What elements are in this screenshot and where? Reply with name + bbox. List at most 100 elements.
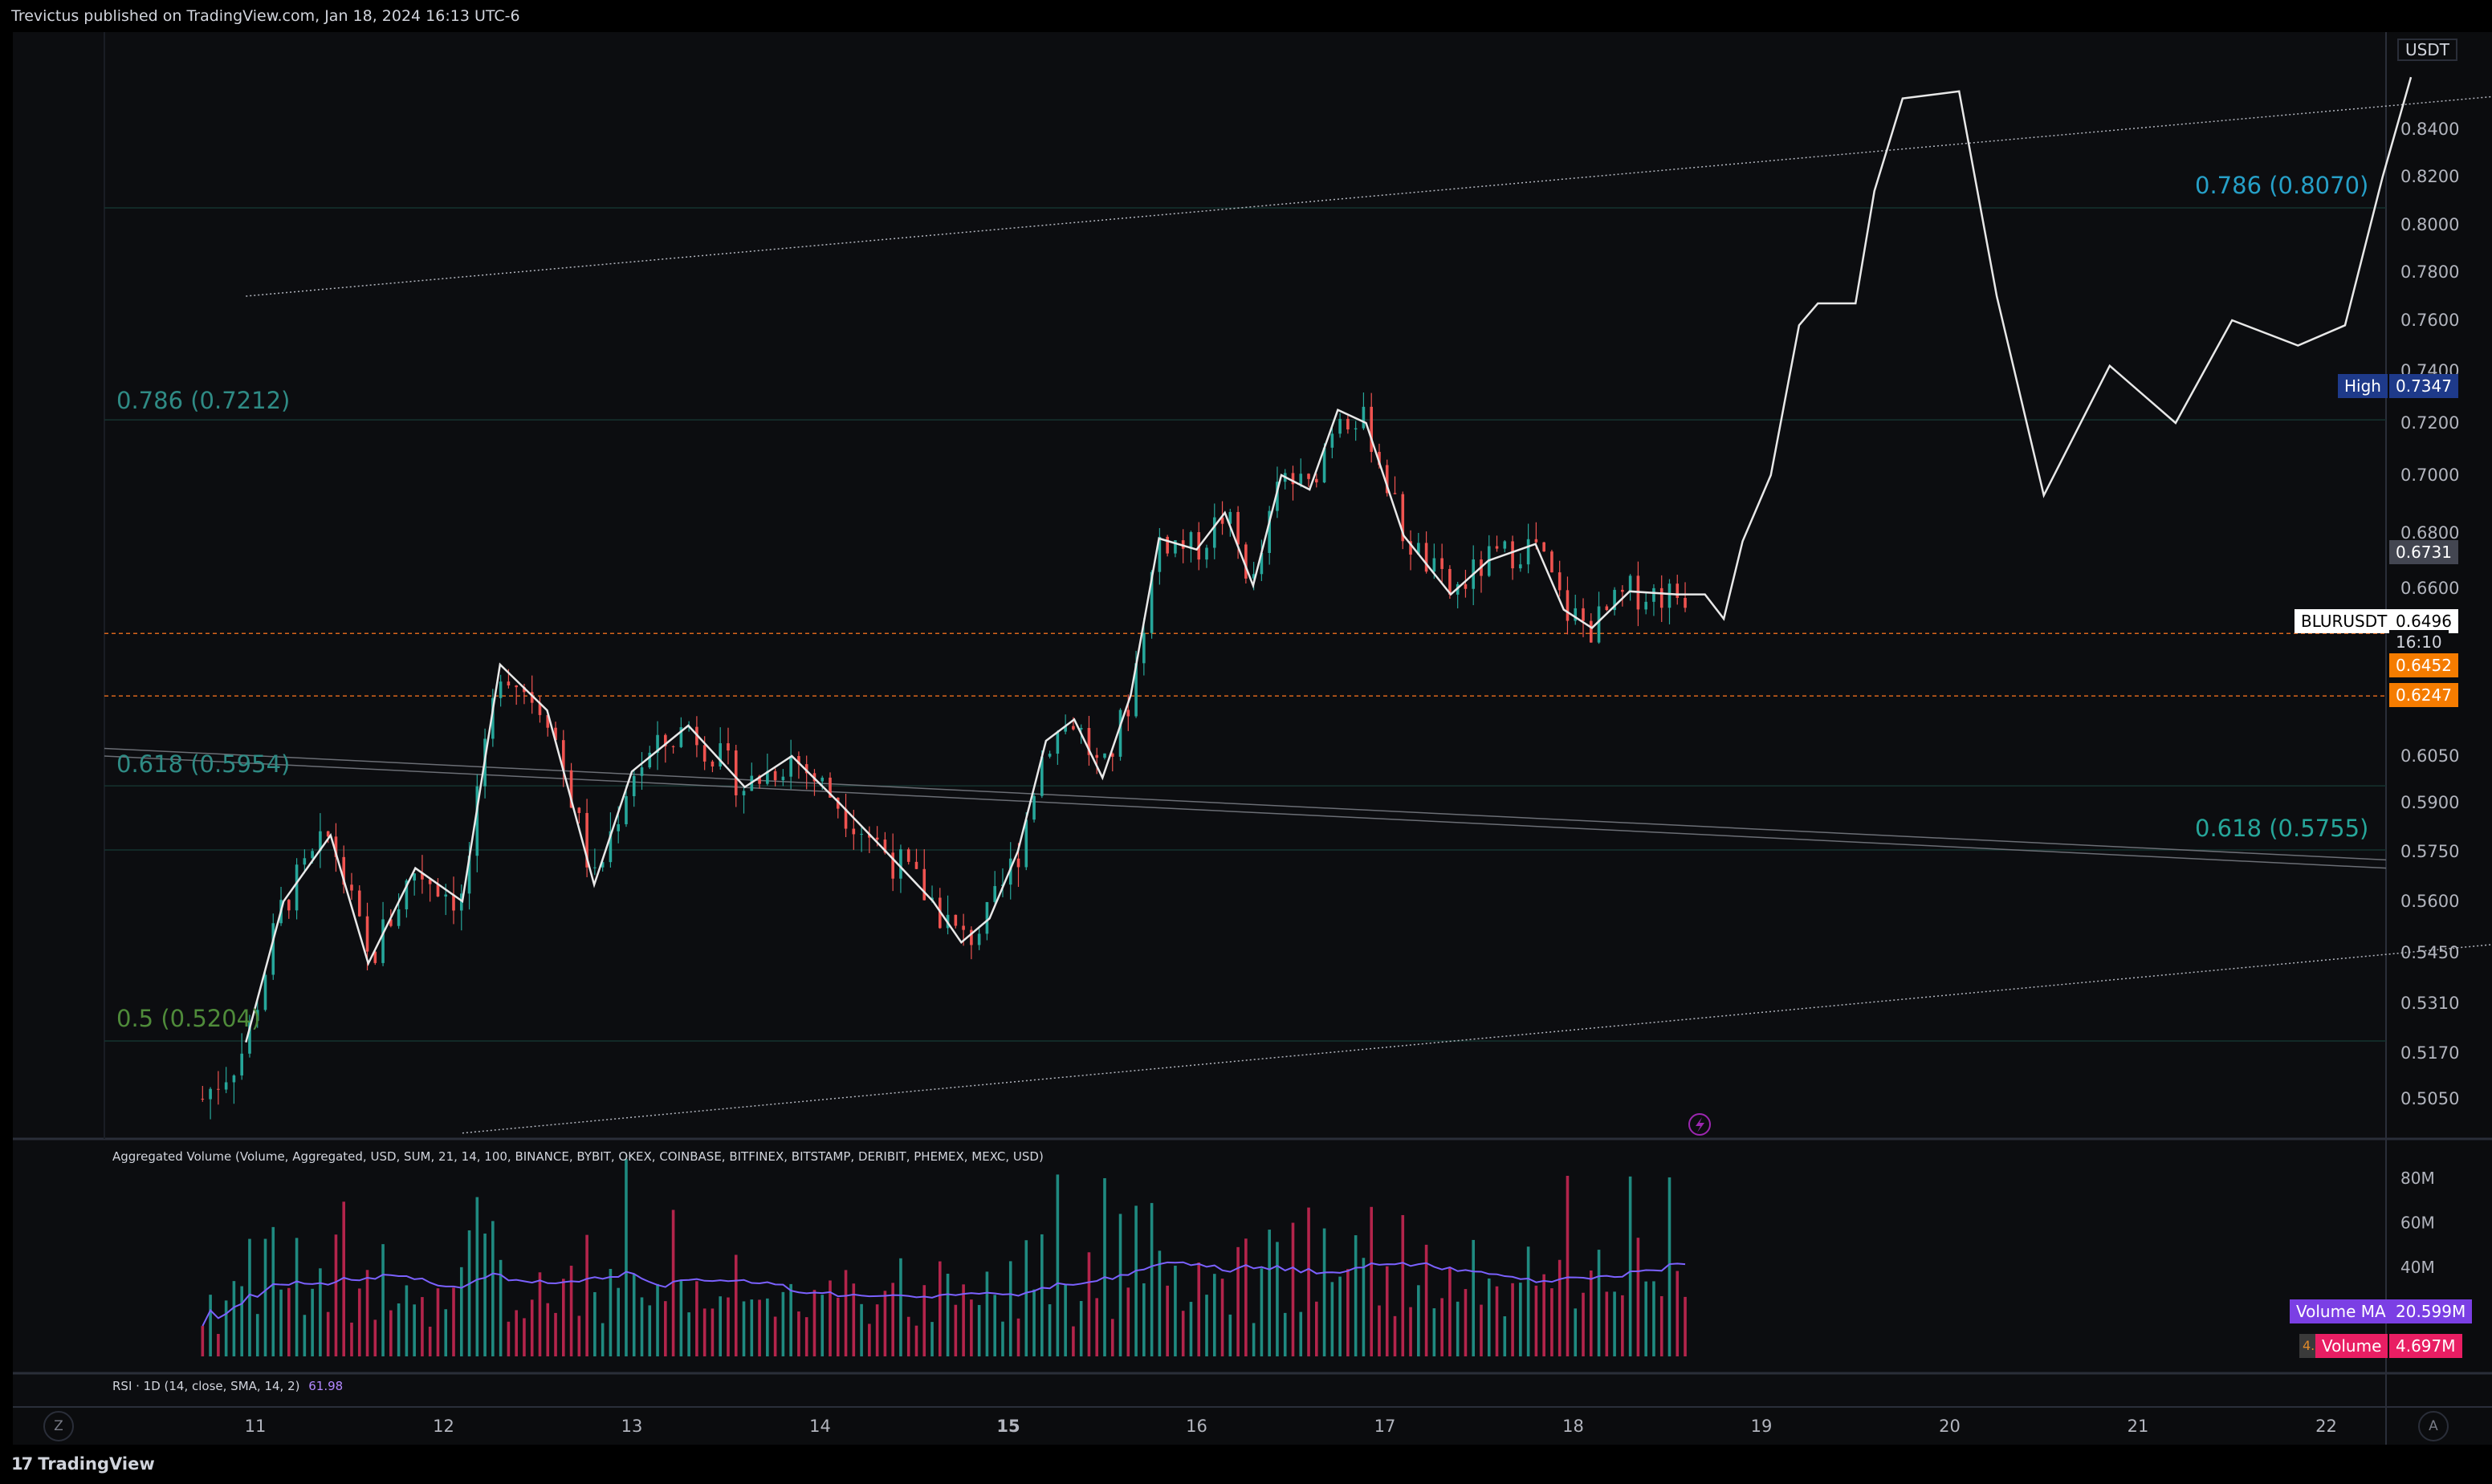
candle-body (648, 752, 652, 768)
volume-bar (868, 1323, 871, 1356)
candle-body (507, 681, 511, 686)
left-strip (0, 32, 13, 1421)
volume-bar (1118, 1214, 1122, 1356)
volume-bar (993, 1295, 996, 1356)
volume-bar (1354, 1235, 1358, 1356)
candle-body (1024, 819, 1028, 868)
candle-body (1659, 588, 1663, 608)
rsi-pane-bg (13, 1374, 2386, 1406)
price-axis-bg[interactable] (2386, 32, 2492, 1406)
volume-bar (350, 1322, 353, 1356)
candle-body (742, 791, 746, 795)
volume-bar (1526, 1246, 1530, 1356)
lightning-icon[interactable] (1688, 1113, 1711, 1136)
volume-bar (852, 1283, 856, 1356)
volume-bar (287, 1287, 291, 1356)
candle-body (491, 697, 495, 739)
candle-body (1330, 433, 1334, 448)
candle-body (970, 929, 973, 945)
price-tick-label: 0.8000 (2400, 215, 2459, 234)
rsi-indicator-title[interactable]: RSI · 1D (14, close, SMA, 14, 2) 61.98 (112, 1379, 343, 1393)
candle-body (1362, 406, 1366, 429)
volume-bar (1236, 1246, 1240, 1356)
candle-body (577, 807, 581, 813)
volume-bar (319, 1268, 322, 1356)
candle-body (405, 880, 409, 909)
candle-body (255, 1010, 259, 1021)
candle-body (452, 894, 455, 911)
candle-body (295, 864, 299, 911)
volume-bar (609, 1269, 613, 1356)
time-axis-bg[interactable] (13, 1408, 2492, 1445)
price-tick-label: 0.5450 (2400, 943, 2459, 962)
time-tick-label: 15 (996, 1417, 1020, 1436)
volume-bar (679, 1279, 683, 1356)
countdown-tag: 16:10 (2389, 630, 2449, 654)
candle-body (1628, 575, 1632, 592)
time-axis-ticks: 11 12 13 14 15 16 17 18 19 20 21 22 (245, 1417, 2337, 1436)
volume-bar (1432, 1308, 1436, 1356)
tradingview-logo[interactable]: 17 TradingView (11, 1454, 155, 1474)
candle-body (389, 919, 393, 926)
time-tick-label: 19 (1751, 1417, 1773, 1436)
volume-bar (1079, 1300, 1083, 1356)
footer-bar (0, 1445, 2492, 1484)
fib-label-left-618: 0.618 (0.5954) (116, 750, 291, 778)
price-tick-label: 0.5600 (2400, 892, 2459, 911)
volume-bar (342, 1201, 346, 1356)
volume-bar (232, 1281, 236, 1356)
candle-body (1220, 517, 1224, 524)
candle-body (263, 974, 267, 1010)
candle-body (1346, 418, 1350, 429)
candle-body (727, 743, 730, 751)
auto-scale-button[interactable]: A (2418, 1411, 2449, 1441)
candle-body (679, 727, 683, 747)
volume-bar (914, 1325, 918, 1356)
time-tick-label: 13 (621, 1417, 643, 1436)
volume-indicator-title[interactable]: Aggregated Volume (Volume, Aggregated, U… (112, 1149, 1044, 1164)
lower-channel-line[interactable] (462, 939, 2492, 1134)
volume-bar (687, 1312, 690, 1356)
volume-bar (601, 1323, 605, 1356)
volume-bar (1659, 1295, 1663, 1356)
volume-bar (1393, 1315, 1397, 1356)
candle-body (734, 750, 738, 795)
candle-body (829, 777, 832, 798)
candle-body (719, 743, 723, 767)
volume-bar (1166, 1285, 1169, 1356)
candle-body (1464, 583, 1468, 589)
volume-bar (1072, 1326, 1075, 1356)
volume-bar (217, 1333, 220, 1356)
volume-bar (812, 1290, 816, 1356)
zoom-button[interactable]: Z (43, 1411, 74, 1441)
volume-bar (263, 1238, 267, 1356)
volume-bar (1628, 1176, 1632, 1356)
candle-body (311, 851, 314, 859)
volume-bar (593, 1291, 597, 1356)
candle-body (1276, 482, 1279, 511)
currency-label[interactable]: USDT (2397, 39, 2457, 61)
volume-label: Volume (2315, 1334, 2388, 1358)
price-tick-label: 0.5310 (2400, 994, 2459, 1013)
volume-bar (373, 1319, 377, 1356)
volume-bar (695, 1281, 698, 1356)
volume-bar (656, 1283, 659, 1356)
candle-body (1409, 541, 1412, 555)
candle-body (1574, 608, 1578, 621)
volume-bar (1456, 1301, 1460, 1356)
volume-bar (499, 1259, 503, 1356)
candle-body (632, 775, 636, 797)
upper-channel-line[interactable] (246, 91, 2492, 297)
candle-body (993, 886, 996, 902)
projection-path[interactable] (245, 76, 2413, 1043)
volume-axis-ticks: 80M 60M 40M (2400, 1169, 2435, 1277)
candle-body (1189, 532, 1193, 549)
volume-bars (201, 1159, 1687, 1356)
volume-bar (711, 1308, 715, 1356)
volume-ma-label: Volume MA (2290, 1299, 2392, 1323)
level-tag-a: 0.6452 (2389, 653, 2458, 677)
time-tick-label: 17 (1374, 1417, 1396, 1436)
volume-bar (1268, 1230, 1271, 1356)
candle-body (860, 833, 863, 835)
